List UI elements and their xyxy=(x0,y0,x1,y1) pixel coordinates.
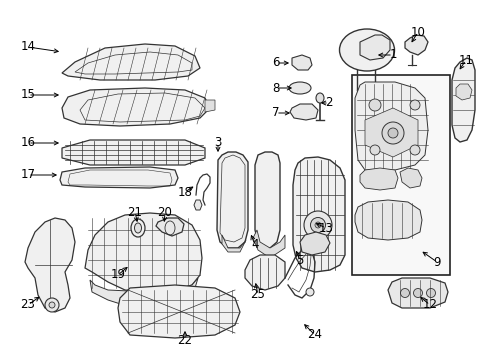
Ellipse shape xyxy=(368,99,380,111)
Polygon shape xyxy=(118,285,240,338)
Polygon shape xyxy=(85,213,202,292)
Text: 23: 23 xyxy=(20,298,35,311)
Text: 19: 19 xyxy=(110,269,125,282)
Text: 3: 3 xyxy=(214,136,221,149)
Polygon shape xyxy=(359,35,389,60)
Polygon shape xyxy=(217,152,247,248)
Ellipse shape xyxy=(310,217,325,233)
Polygon shape xyxy=(354,200,421,240)
Text: 22: 22 xyxy=(177,333,192,346)
Polygon shape xyxy=(354,82,427,170)
Polygon shape xyxy=(222,235,245,252)
Ellipse shape xyxy=(381,122,403,144)
Polygon shape xyxy=(299,232,329,255)
Polygon shape xyxy=(291,55,311,70)
Text: 1: 1 xyxy=(388,49,396,62)
Ellipse shape xyxy=(409,100,419,110)
Text: 20: 20 xyxy=(157,206,172,219)
Polygon shape xyxy=(359,168,397,190)
Polygon shape xyxy=(252,230,285,258)
Ellipse shape xyxy=(369,145,379,155)
Text: 18: 18 xyxy=(177,185,192,198)
Ellipse shape xyxy=(45,298,59,312)
Text: 17: 17 xyxy=(20,168,36,181)
Polygon shape xyxy=(455,84,471,100)
Polygon shape xyxy=(194,200,202,210)
Polygon shape xyxy=(387,278,447,308)
Bar xyxy=(351,75,449,275)
Polygon shape xyxy=(156,218,183,236)
Text: 24: 24 xyxy=(307,328,322,342)
Text: 4: 4 xyxy=(251,238,258,252)
Ellipse shape xyxy=(413,288,422,297)
Text: 9: 9 xyxy=(432,256,440,269)
Text: 25: 25 xyxy=(250,288,265,302)
Ellipse shape xyxy=(288,82,310,94)
Polygon shape xyxy=(244,255,285,290)
Ellipse shape xyxy=(400,288,408,297)
Polygon shape xyxy=(254,152,280,248)
Text: 6: 6 xyxy=(272,57,279,69)
Text: 11: 11 xyxy=(458,54,472,67)
Polygon shape xyxy=(90,278,198,307)
Text: 16: 16 xyxy=(20,136,36,149)
Ellipse shape xyxy=(387,128,397,138)
Text: 8: 8 xyxy=(272,81,279,94)
Text: 21: 21 xyxy=(127,206,142,219)
Text: 12: 12 xyxy=(422,298,437,311)
Polygon shape xyxy=(62,44,200,80)
Ellipse shape xyxy=(49,302,55,308)
Polygon shape xyxy=(289,104,317,120)
Polygon shape xyxy=(364,108,417,157)
Ellipse shape xyxy=(131,219,145,237)
Ellipse shape xyxy=(426,288,435,297)
Polygon shape xyxy=(404,35,427,55)
Ellipse shape xyxy=(315,93,324,103)
Ellipse shape xyxy=(304,211,331,239)
Text: 7: 7 xyxy=(272,107,279,120)
Ellipse shape xyxy=(134,223,141,233)
Text: 14: 14 xyxy=(20,40,36,54)
Text: 5: 5 xyxy=(296,253,303,266)
Polygon shape xyxy=(399,168,421,188)
Polygon shape xyxy=(62,140,204,165)
Text: 13: 13 xyxy=(318,221,333,234)
Ellipse shape xyxy=(314,222,320,228)
Text: 2: 2 xyxy=(325,96,332,109)
Text: 10: 10 xyxy=(410,26,425,39)
Ellipse shape xyxy=(339,29,394,71)
Text: 15: 15 xyxy=(20,89,35,102)
Ellipse shape xyxy=(409,145,419,155)
Polygon shape xyxy=(25,218,75,312)
Polygon shape xyxy=(292,157,345,272)
Polygon shape xyxy=(62,88,209,126)
Polygon shape xyxy=(60,167,178,188)
Polygon shape xyxy=(451,58,474,142)
Ellipse shape xyxy=(305,288,313,296)
Polygon shape xyxy=(204,100,215,112)
